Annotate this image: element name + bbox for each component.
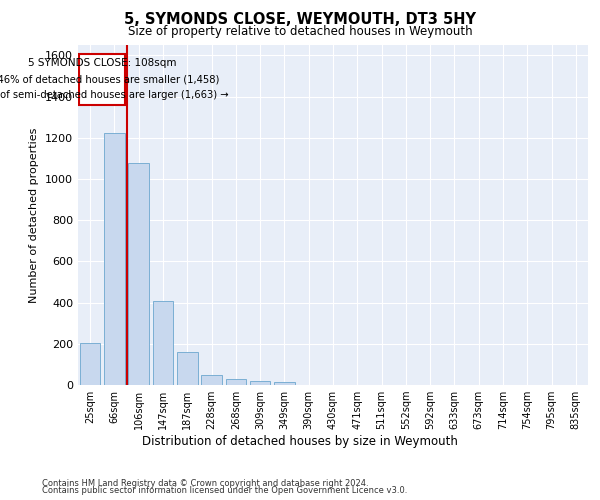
Text: Contains public sector information licensed under the Open Government Licence v3: Contains public sector information licen… — [42, 486, 407, 495]
Bar — [274, 382, 295, 385]
Text: 53% of semi-detached houses are larger (1,663) →: 53% of semi-detached houses are larger (… — [0, 90, 229, 101]
Bar — [250, 381, 271, 385]
Bar — [80, 343, 100, 385]
Bar — [226, 379, 246, 385]
Bar — [128, 164, 149, 385]
Bar — [79, 54, 125, 104]
Text: Size of property relative to detached houses in Weymouth: Size of property relative to detached ho… — [128, 25, 472, 38]
Bar — [104, 132, 125, 385]
Text: Contains HM Land Registry data © Crown copyright and database right 2024.: Contains HM Land Registry data © Crown c… — [42, 478, 368, 488]
Text: 5, SYMONDS CLOSE, WEYMOUTH, DT3 5HY: 5, SYMONDS CLOSE, WEYMOUTH, DT3 5HY — [124, 12, 476, 28]
Text: 5 SYMONDS CLOSE: 108sqm: 5 SYMONDS CLOSE: 108sqm — [28, 58, 176, 68]
Y-axis label: Number of detached properties: Number of detached properties — [29, 128, 40, 302]
Bar — [201, 374, 222, 385]
Text: ← 46% of detached houses are smaller (1,458): ← 46% of detached houses are smaller (1,… — [0, 74, 219, 84]
Bar — [152, 300, 173, 385]
Bar — [177, 352, 197, 385]
Text: Distribution of detached houses by size in Weymouth: Distribution of detached houses by size … — [142, 434, 458, 448]
